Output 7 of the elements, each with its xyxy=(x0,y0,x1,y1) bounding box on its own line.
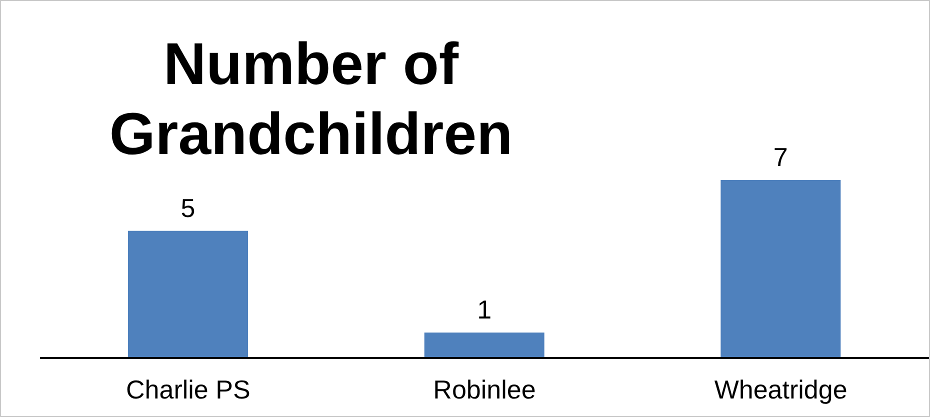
data-label: 1 xyxy=(477,294,492,325)
x-tick-label: Robinlee xyxy=(433,374,536,404)
chart-title: Number of Grandchildren xyxy=(108,30,514,169)
data-label: 5 xyxy=(180,192,196,223)
data-label: 7 xyxy=(773,142,788,172)
x-tick-label: Charlie PS xyxy=(126,374,250,404)
x-tick-label: Wheatridge xyxy=(714,374,848,404)
